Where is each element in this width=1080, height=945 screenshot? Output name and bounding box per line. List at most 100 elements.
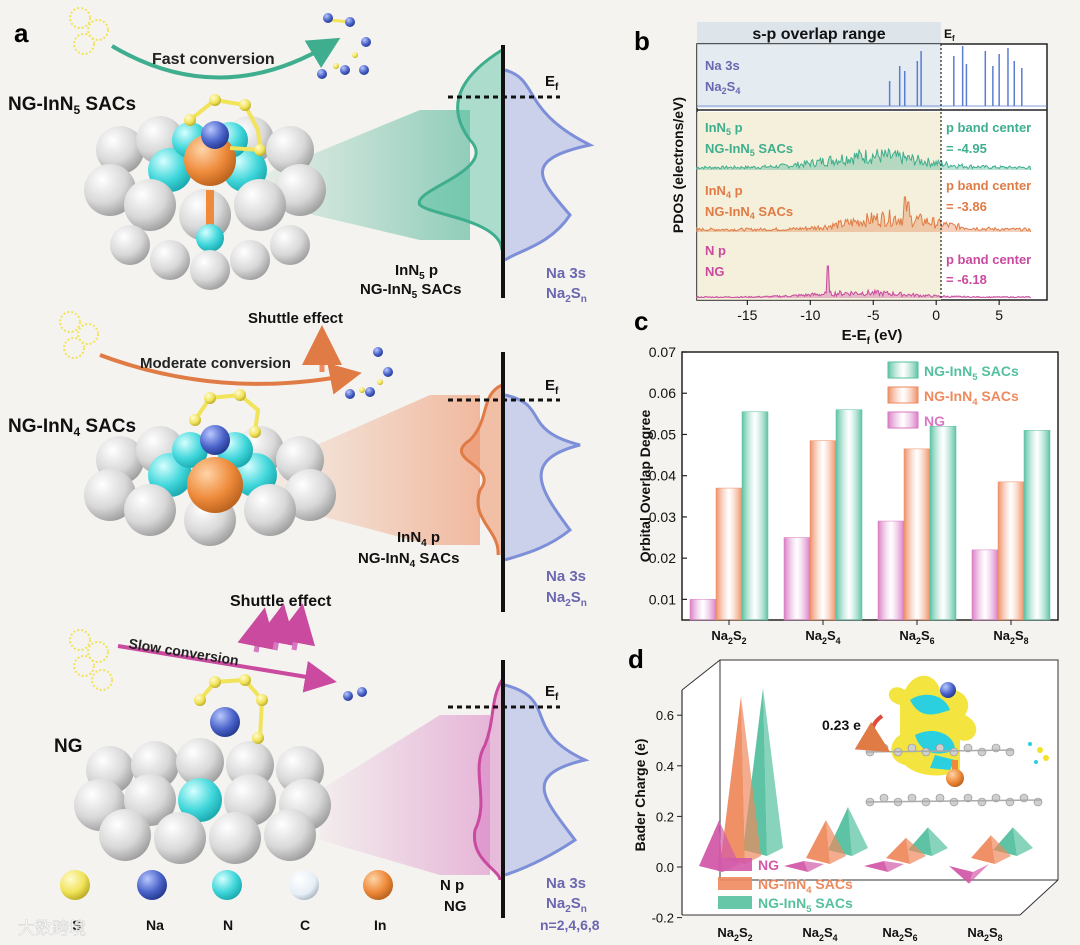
overlap-ytick-label: 0.05: [649, 426, 676, 442]
catalyst-model: [84, 389, 336, 546]
overlap-ytick-label: 0.03: [649, 509, 676, 525]
bader-legend-swatch: [718, 858, 752, 871]
pdos-xticks: -15 -10 -5 0 5: [737, 300, 1003, 323]
product-molecule-icon: [345, 347, 393, 399]
overlap-ytick-label: 0.01: [649, 591, 676, 607]
track-na-l2: Na2S4: [705, 79, 740, 96]
overlap-legend-swatch: [887, 361, 919, 379]
overlap-legend-swatch: [887, 411, 919, 429]
bader-pyramid-ng-inn4-sacs: [971, 835, 995, 864]
na3s-label: Na 3s: [546, 265, 586, 282]
projection-beam: [320, 715, 490, 875]
overlap-ylabel: Orbital Overlap Degree: [637, 410, 653, 563]
conversion-arrow: [117, 644, 337, 693]
pdos-curves: [460, 383, 581, 562]
legend-label-n: N: [223, 917, 233, 933]
polysulfide-ring-icon: [69, 7, 109, 55]
panel-label-b: b: [634, 26, 650, 56]
panel-label-d: d: [628, 644, 644, 674]
overlap-bar-ng-inn5-sacs: [929, 425, 957, 621]
overlap-ytick-label: 0.07: [649, 344, 676, 360]
track-inn5-l2: NG-InN5 SACs: [705, 141, 793, 158]
bader-xtick-label: Na2S8: [967, 925, 1002, 943]
catalyst-sublabel: NG-InN5 SACs: [360, 281, 461, 301]
center-inn4-l1: p band center: [946, 178, 1031, 193]
overlap-bar-ng-inn4-sacs: [809, 440, 837, 621]
na3s-label: Na 3s: [546, 875, 586, 892]
charge-transfer-label: 0.23 e: [822, 717, 861, 733]
shuttle-arrows-icon: [237, 603, 316, 653]
catalyst-model: [84, 94, 326, 290]
bader-pyramid-ng: [784, 860, 808, 872]
bader-ytick-label: 0.6: [656, 708, 674, 723]
bader-chart: 0.6 0.4 0.2 0.0 -0.2 Na2S2 Na2S4 Na2S6 Na2S8 NG NG…: [652, 688, 1033, 943]
center-inn4-l2: = -3.86: [946, 199, 987, 214]
overlap-header: s-p overlap range: [752, 26, 885, 43]
legend-atom-n-icon: [212, 870, 242, 900]
fermi-label-b: Ef: [944, 27, 955, 43]
bader-legend-swatch: [718, 896, 752, 909]
catalyst-model: [74, 674, 331, 864]
pdos-xtick-label: 5: [995, 307, 1003, 323]
center-inn5-l1: p band center: [946, 120, 1031, 135]
overlap-legend-label: NG: [924, 413, 945, 429]
pdos-xtick-label: -10: [800, 307, 820, 323]
p-orbital-label: N p: [440, 877, 464, 894]
bader-pyramid-side: [804, 860, 824, 872]
bader-ytick-label: 0.4: [656, 759, 674, 774]
track-na-l1: Na 3s: [705, 58, 740, 73]
overlap-bar-ng: [783, 537, 811, 621]
pdos-curves: [417, 48, 595, 262]
n-values-label: n=2,4,6,8: [540, 917, 600, 933]
overlap-xtick-label: Na2S2: [711, 628, 746, 646]
pdos-xtick-label: 0: [932, 307, 940, 323]
bader-ylabel: Bader Charge (e): [632, 739, 648, 852]
fermi-label: Ef: [545, 377, 559, 397]
bader-pyramid-side: [826, 820, 846, 864]
fermi-label: Ef: [545, 683, 559, 703]
overlap-chart: 0.01 0.02 0.03 0.04 0.05 0.06 0.07 Na2S2 Na2S4 Na…: [649, 344, 1051, 646]
conversion-arrow: [99, 353, 362, 395]
shuttle-label: Shuttle effect: [230, 593, 332, 610]
bader-ytick-label: 0.2: [656, 809, 674, 824]
center-ng-l2: = -6.18: [946, 272, 987, 287]
overlap-ytick-label: 0.06: [649, 385, 676, 401]
bader-xtick-label: Na2S2: [717, 925, 752, 943]
overlap-bar-ng: [877, 520, 905, 621]
product-molecule-icon: [343, 687, 367, 701]
overlap-xtick-label: Na2S4: [805, 628, 840, 646]
na2sn-label: Na2Sn: [546, 589, 587, 609]
legend-atom-na-icon: [137, 870, 167, 900]
inn4-trace-fill: [697, 197, 1031, 232]
track-bg-p: [697, 112, 941, 300]
bader-xtick-label: Na2S4: [802, 925, 837, 943]
panel-label-c: c: [634, 306, 648, 336]
bader-pyramid-side: [884, 860, 904, 872]
atom-legend: S Na N C In: [60, 870, 393, 933]
overlap-header-band: [697, 22, 941, 44]
track-inn4-l1: InN4 p: [705, 183, 743, 200]
bader-pyramid-ng: [699, 820, 723, 872]
legend-atom-in-icon: [363, 870, 393, 900]
watermark: 大数跨境: [18, 919, 86, 938]
track-inn5-l1: InN5 p: [705, 120, 743, 137]
bader-ytick-label: 0.0: [656, 860, 674, 875]
overlap-bar-ng-inn4-sacs: [997, 481, 1025, 621]
bader-pyramid-ng-inn4-sacs: [721, 696, 745, 864]
bader-ytick-label: -0.2: [652, 911, 674, 926]
overlap-ytick-label: 0.02: [649, 550, 676, 566]
pdos-curves: [473, 679, 590, 881]
conversion-label: Moderate conversion: [140, 355, 291, 372]
overlap-legend-swatch: [887, 386, 919, 404]
row-inn5: Fast conversion NG-InN5 SACs: [8, 7, 595, 305]
legend-label-s: S: [72, 917, 81, 933]
p-orbital-label: InN4 p: [397, 529, 440, 549]
inn4-trace: [696, 196, 1032, 233]
catalyst-sublabel: NG-InN4 SACs: [358, 550, 459, 570]
overlap-xtick-label: Na2S8: [993, 628, 1028, 646]
overlap-bar-ng-inn5-sacs: [1023, 430, 1051, 621]
bader-pyramid-side: [991, 835, 1011, 864]
overlap-xtick-label: Na2S6: [899, 628, 934, 646]
bader-xtick-label: Na2S6: [882, 925, 917, 943]
